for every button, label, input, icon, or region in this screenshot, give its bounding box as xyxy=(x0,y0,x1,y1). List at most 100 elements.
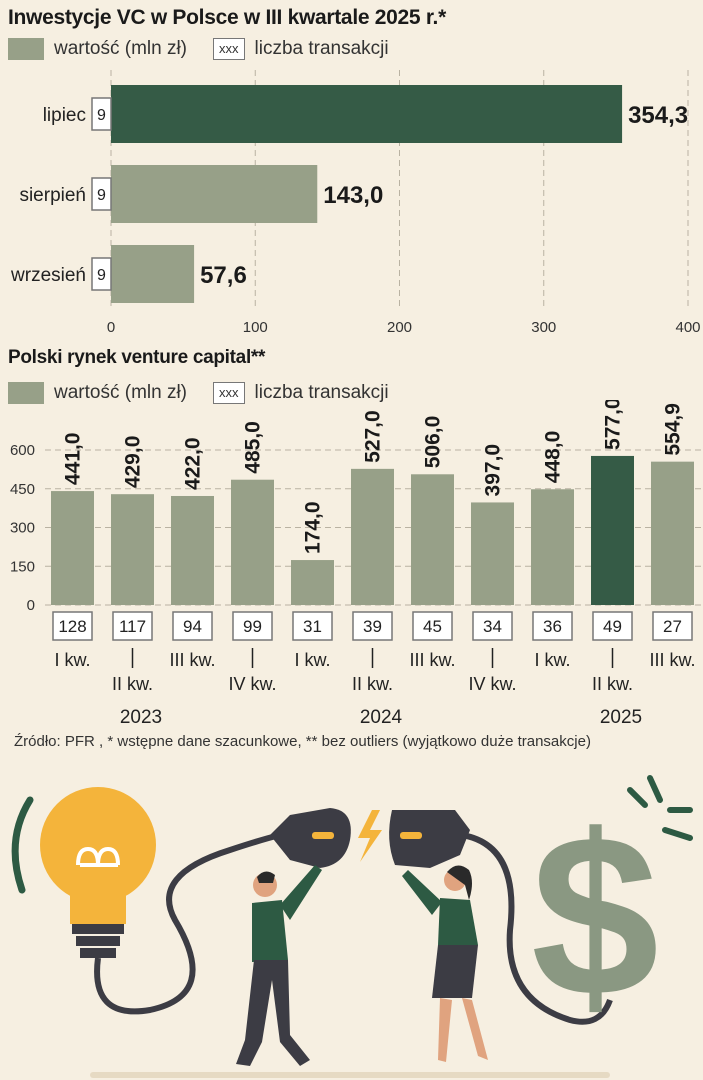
transaction-count: 9 xyxy=(97,107,106,124)
bar xyxy=(111,494,154,605)
transaction-count: 99 xyxy=(243,617,262,636)
bar xyxy=(111,245,195,303)
quarter-label: IV kw. xyxy=(468,674,516,694)
bar xyxy=(531,489,574,605)
plug-icon xyxy=(270,808,351,868)
transaction-box xyxy=(112,611,153,641)
year-label: 2023 xyxy=(120,707,162,728)
category-label: lipiec xyxy=(43,105,86,126)
quarter-label: III kw. xyxy=(409,650,455,670)
chart2-title: Polski rynek venture capital** xyxy=(8,347,266,368)
category-label: sierpień xyxy=(19,185,86,206)
bar xyxy=(171,495,214,605)
chart2-legend: wartość (mln zł) xxx liczba transakcji xyxy=(8,380,389,406)
transaction-count: 9 xyxy=(97,267,106,284)
quarter-label: II kw. xyxy=(592,674,633,694)
legend-count-label: liczba transakcji xyxy=(254,382,389,403)
value-label: 354,3 xyxy=(628,102,688,129)
transaction-count: 49 xyxy=(603,617,622,636)
y-tick-label: 600 xyxy=(10,442,35,459)
legend-value-label: wartość (mln zł) xyxy=(54,38,188,59)
legend-count-box: xxx xyxy=(213,38,245,60)
bar xyxy=(291,560,334,605)
legend-value-label: wartość (mln zł) xyxy=(54,382,188,403)
value-label: 397,0 xyxy=(482,444,505,497)
bar xyxy=(411,474,454,605)
transaction-count: 94 xyxy=(183,617,202,636)
transaction-count: 34 xyxy=(483,617,502,636)
transaction-box xyxy=(352,611,393,641)
monthly-bar-chart: 0 100 200 300 400 lipiec 9 354,3 sierpień 9 143,0 w… xyxy=(10,70,701,336)
bar xyxy=(51,491,94,605)
quarterly-bar-chart: 0 150 300 450 600 441,0 128 I kw. 429,0 117 II kw.… xyxy=(10,400,703,728)
chart1-legend: wartość (mln zł) xxx liczba transakcji xyxy=(8,36,389,62)
transaction-box xyxy=(52,611,93,641)
transaction-box xyxy=(532,611,573,641)
legend-value-swatch xyxy=(8,382,44,404)
bar xyxy=(111,85,623,143)
transaction-box xyxy=(91,177,112,211)
value-label: 448,0 xyxy=(542,431,565,484)
dollar-cable xyxy=(461,832,613,1025)
svg-text:$: $ xyxy=(531,787,659,1044)
value-label: 57,6 xyxy=(200,262,247,289)
transaction-box xyxy=(652,611,693,641)
legend-count-box: xxx xyxy=(213,382,245,404)
ground-line xyxy=(90,1072,610,1078)
transaction-count: 117 xyxy=(119,617,146,636)
transaction-box xyxy=(172,611,213,641)
legend-count-label: liczba transakcji xyxy=(254,38,389,59)
bar xyxy=(351,468,394,605)
plug-illustration: $ xyxy=(11,775,693,1078)
value-label: 506,0 xyxy=(422,416,445,469)
transaction-box xyxy=(91,97,112,131)
year-label: 2025 xyxy=(600,707,642,728)
transaction-count: 45 xyxy=(423,617,442,636)
y-tick-label: 0 xyxy=(27,597,35,614)
quarter-label: III kw. xyxy=(649,650,695,670)
bar xyxy=(471,502,514,605)
transaction-box xyxy=(592,611,633,641)
transaction-box xyxy=(91,257,112,291)
bar xyxy=(651,461,694,605)
value-label: 174,0 xyxy=(302,501,325,554)
transaction-box xyxy=(292,611,333,641)
bulb-cable xyxy=(94,832,281,1015)
value-label: 554,9 xyxy=(662,403,685,456)
transaction-count: 9 xyxy=(97,187,106,204)
y-tick-label: 300 xyxy=(10,520,35,537)
value-label: 429,0 xyxy=(122,436,145,489)
x-tick-label: 400 xyxy=(675,319,700,336)
transaction-box xyxy=(232,611,273,641)
quarter-label: IV kw. xyxy=(228,674,276,694)
value-label: 485,0 xyxy=(242,421,265,474)
legend-value-swatch xyxy=(8,38,44,60)
year-label: 2024 xyxy=(360,707,403,728)
y-tick-label: 450 xyxy=(10,481,35,498)
value-label: 441,0 xyxy=(62,433,85,486)
value-label: 527,0 xyxy=(362,410,385,463)
bar xyxy=(591,455,634,605)
quarter-label: III kw. xyxy=(169,650,215,670)
transaction-count: 39 xyxy=(363,617,382,636)
category-label: wrzesień xyxy=(10,265,86,286)
chart1-title: Inwestycje VC w Polsce w III kwartale 20… xyxy=(8,6,446,29)
quarter-label: I kw. xyxy=(534,650,570,670)
transaction-count: 31 xyxy=(303,617,322,636)
transaction-count: 27 xyxy=(663,617,682,636)
x-tick-label: 200 xyxy=(387,319,412,336)
man-figure xyxy=(236,865,322,1066)
lightning-icon xyxy=(358,810,382,862)
transaction-count: 36 xyxy=(543,617,562,636)
x-tick-label: 0 xyxy=(107,319,115,336)
quarter-label: II kw. xyxy=(352,674,393,694)
source-note: Źródło: PFR , * wstępne dane szacunkowe,… xyxy=(14,733,591,750)
transaction-box xyxy=(412,611,453,641)
x-tick-label: 300 xyxy=(531,319,556,336)
value-label: 422,0 xyxy=(182,437,205,490)
lightbulb-icon xyxy=(40,787,156,958)
quarter-label: I kw. xyxy=(294,650,330,670)
value-label: 143,0 xyxy=(323,182,383,209)
bar xyxy=(231,479,274,605)
dollar-sign-icon: $ xyxy=(531,775,693,1044)
